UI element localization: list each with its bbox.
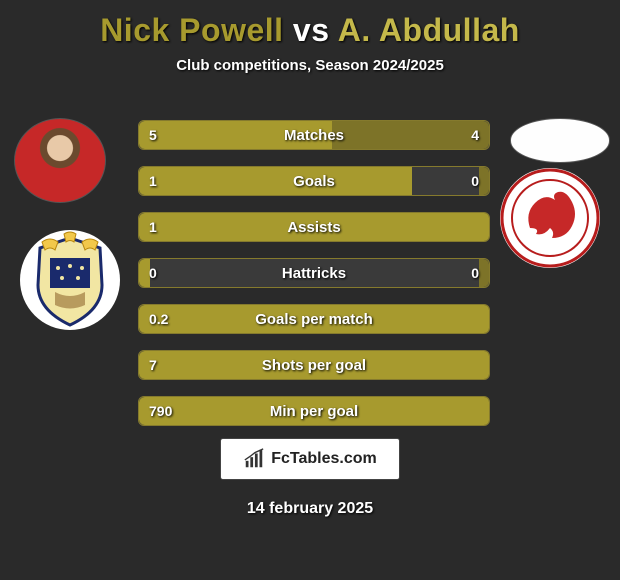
stat-label: Min per goal (139, 397, 489, 425)
stats-container: 54Matches 10Goals 1Assists 00Hattricks 0.2Go… (138, 120, 490, 442)
stat-row: 790Min per goal (138, 396, 490, 426)
stat-row: 10Goals (138, 166, 490, 196)
stat-label: Hattricks (139, 259, 489, 287)
stat-label: Goals per match (139, 305, 489, 333)
stat-row: 00Hattricks (138, 258, 490, 288)
stat-row: 54Matches (138, 120, 490, 150)
stat-row: 1Assists (138, 212, 490, 242)
stat-label: Shots per goal (139, 351, 489, 379)
stat-label: Goals (139, 167, 489, 195)
title-vs: vs (284, 12, 338, 48)
chart-icon (243, 448, 265, 470)
player-left-photo (14, 118, 106, 203)
player-right-photo (510, 118, 610, 163)
page-title: Nick Powell vs A. Abdullah (0, 0, 620, 49)
date-text: 14 february 2025 (0, 500, 620, 518)
brand-text: FcTables.com (271, 450, 377, 468)
club-right-crest (500, 168, 600, 268)
brand-badge: FcTables.com (220, 438, 400, 480)
stat-label: Assists (139, 213, 489, 241)
subtitle: Club competitions, Season 2024/2025 (0, 57, 620, 74)
stat-row: 7Shots per goal (138, 350, 490, 380)
stat-row: 0.2Goals per match (138, 304, 490, 334)
title-left-name: Nick Powell (100, 12, 283, 48)
club-left-crest (20, 230, 120, 330)
title-right-name: A. Abdullah (338, 12, 520, 48)
stat-label: Matches (139, 121, 489, 149)
